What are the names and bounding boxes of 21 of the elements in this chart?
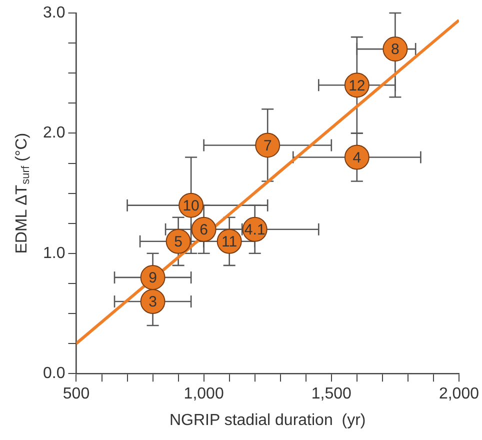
annotation: 11 <box>222 234 238 251</box>
x-axis-title: NGRIP stadial duration (yr) <box>170 412 366 429</box>
annotation: 7 <box>263 137 272 154</box>
y-tick-label: 1.0 <box>42 244 66 262</box>
y-tick-label: 3.0 <box>42 4 66 22</box>
annotation: 3 <box>148 294 157 311</box>
x-tick-label: 1,500 <box>311 386 352 403</box>
annotation: 5 <box>174 234 182 251</box>
x-tick-label: 1,000 <box>184 386 224 403</box>
x-tick-label: 500 <box>62 386 90 403</box>
annotation: 9 <box>148 270 157 287</box>
annotation: 6 <box>200 222 208 238</box>
annotation: 12 <box>348 77 366 94</box>
y-tick-label: 2.0 <box>42 124 66 142</box>
x-tick-label: 2,000 <box>438 386 480 403</box>
y-axis-title: EDML ΔTsurf (°C) <box>13 132 32 254</box>
annotation: 8 <box>391 41 400 58</box>
y-tick-label: 0.0 <box>42 365 66 382</box>
annotation: 4.1 <box>244 222 266 238</box>
annotation: 10 <box>182 197 200 214</box>
annotation: 4 <box>352 149 362 166</box>
